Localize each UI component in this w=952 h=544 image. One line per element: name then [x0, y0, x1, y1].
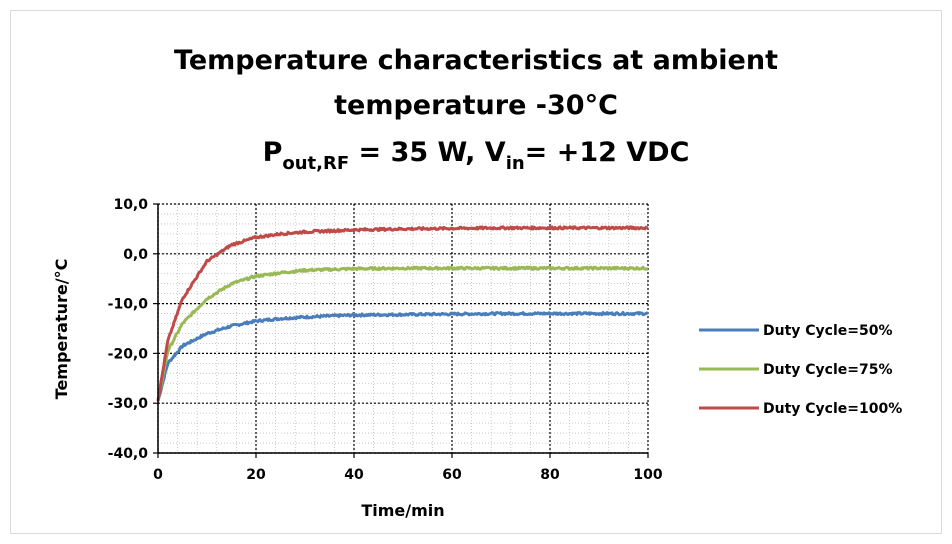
x-axis-title: Time/min [361, 501, 444, 520]
x-tick-labels: 0 20 40 60 80 100 [153, 453, 663, 483]
y-tick-label: -20,0 [108, 346, 149, 362]
title-eq-v: = 35 W, V [349, 137, 506, 168]
series-lines [156, 225, 649, 402]
plot-area: 0 20 40 60 80 100 10,0 0,0 -10,0 -20,0 -30,0 -40,0 [108, 197, 663, 483]
y-tick-label: -10,0 [108, 297, 149, 313]
series-line-1 [156, 310, 649, 402]
x-tick-label: 100 [633, 467, 662, 483]
legend-label: Duty Cycle=100% [763, 401, 902, 417]
title-sub-out-rf: out,RF [282, 153, 349, 174]
x-tick-label: 40 [344, 467, 364, 483]
legend: Duty Cycle=50% Duty Cycle=75% Duty Cycle=1… [699, 323, 902, 417]
x-tick-label: 20 [246, 467, 266, 483]
series-line-3 [156, 225, 649, 402]
legend-label: Duty Cycle=75% [763, 362, 893, 378]
chart-title-line3: Pout,RF = 35 W, Vin= +12 VDC [263, 137, 690, 174]
title-p: P [263, 137, 283, 168]
x-tick-label: 60 [442, 467, 462, 483]
y-tick-label: -40,0 [108, 446, 149, 462]
y-tick-label: -30,0 [108, 396, 149, 412]
chart-title-line1: Temperature characteristics at ambient [174, 45, 778, 76]
y-tick-labels: 10,0 0,0 -10,0 -20,0 -30,0 -40,0 [108, 197, 158, 462]
line-chart: Temperature characteristics at ambient t… [52, 45, 902, 520]
plot-background [158, 204, 648, 453]
y-tick-label: 10,0 [113, 197, 148, 213]
title-eq-vdc: = +12 VDC [525, 137, 690, 168]
title-sub-in: in [506, 153, 525, 174]
chart-title-line2: temperature -30°C [334, 90, 618, 121]
legend-label: Duty Cycle=50% [763, 323, 893, 339]
y-axis-title: Temperature/°C [52, 259, 71, 400]
y-tick-label: 0,0 [123, 247, 148, 263]
x-tick-label: 80 [540, 467, 560, 483]
x-tick-label: 0 [153, 467, 163, 483]
chart-frame: Temperature characteristics at ambient t… [10, 10, 942, 534]
series-line-2 [156, 265, 649, 401]
